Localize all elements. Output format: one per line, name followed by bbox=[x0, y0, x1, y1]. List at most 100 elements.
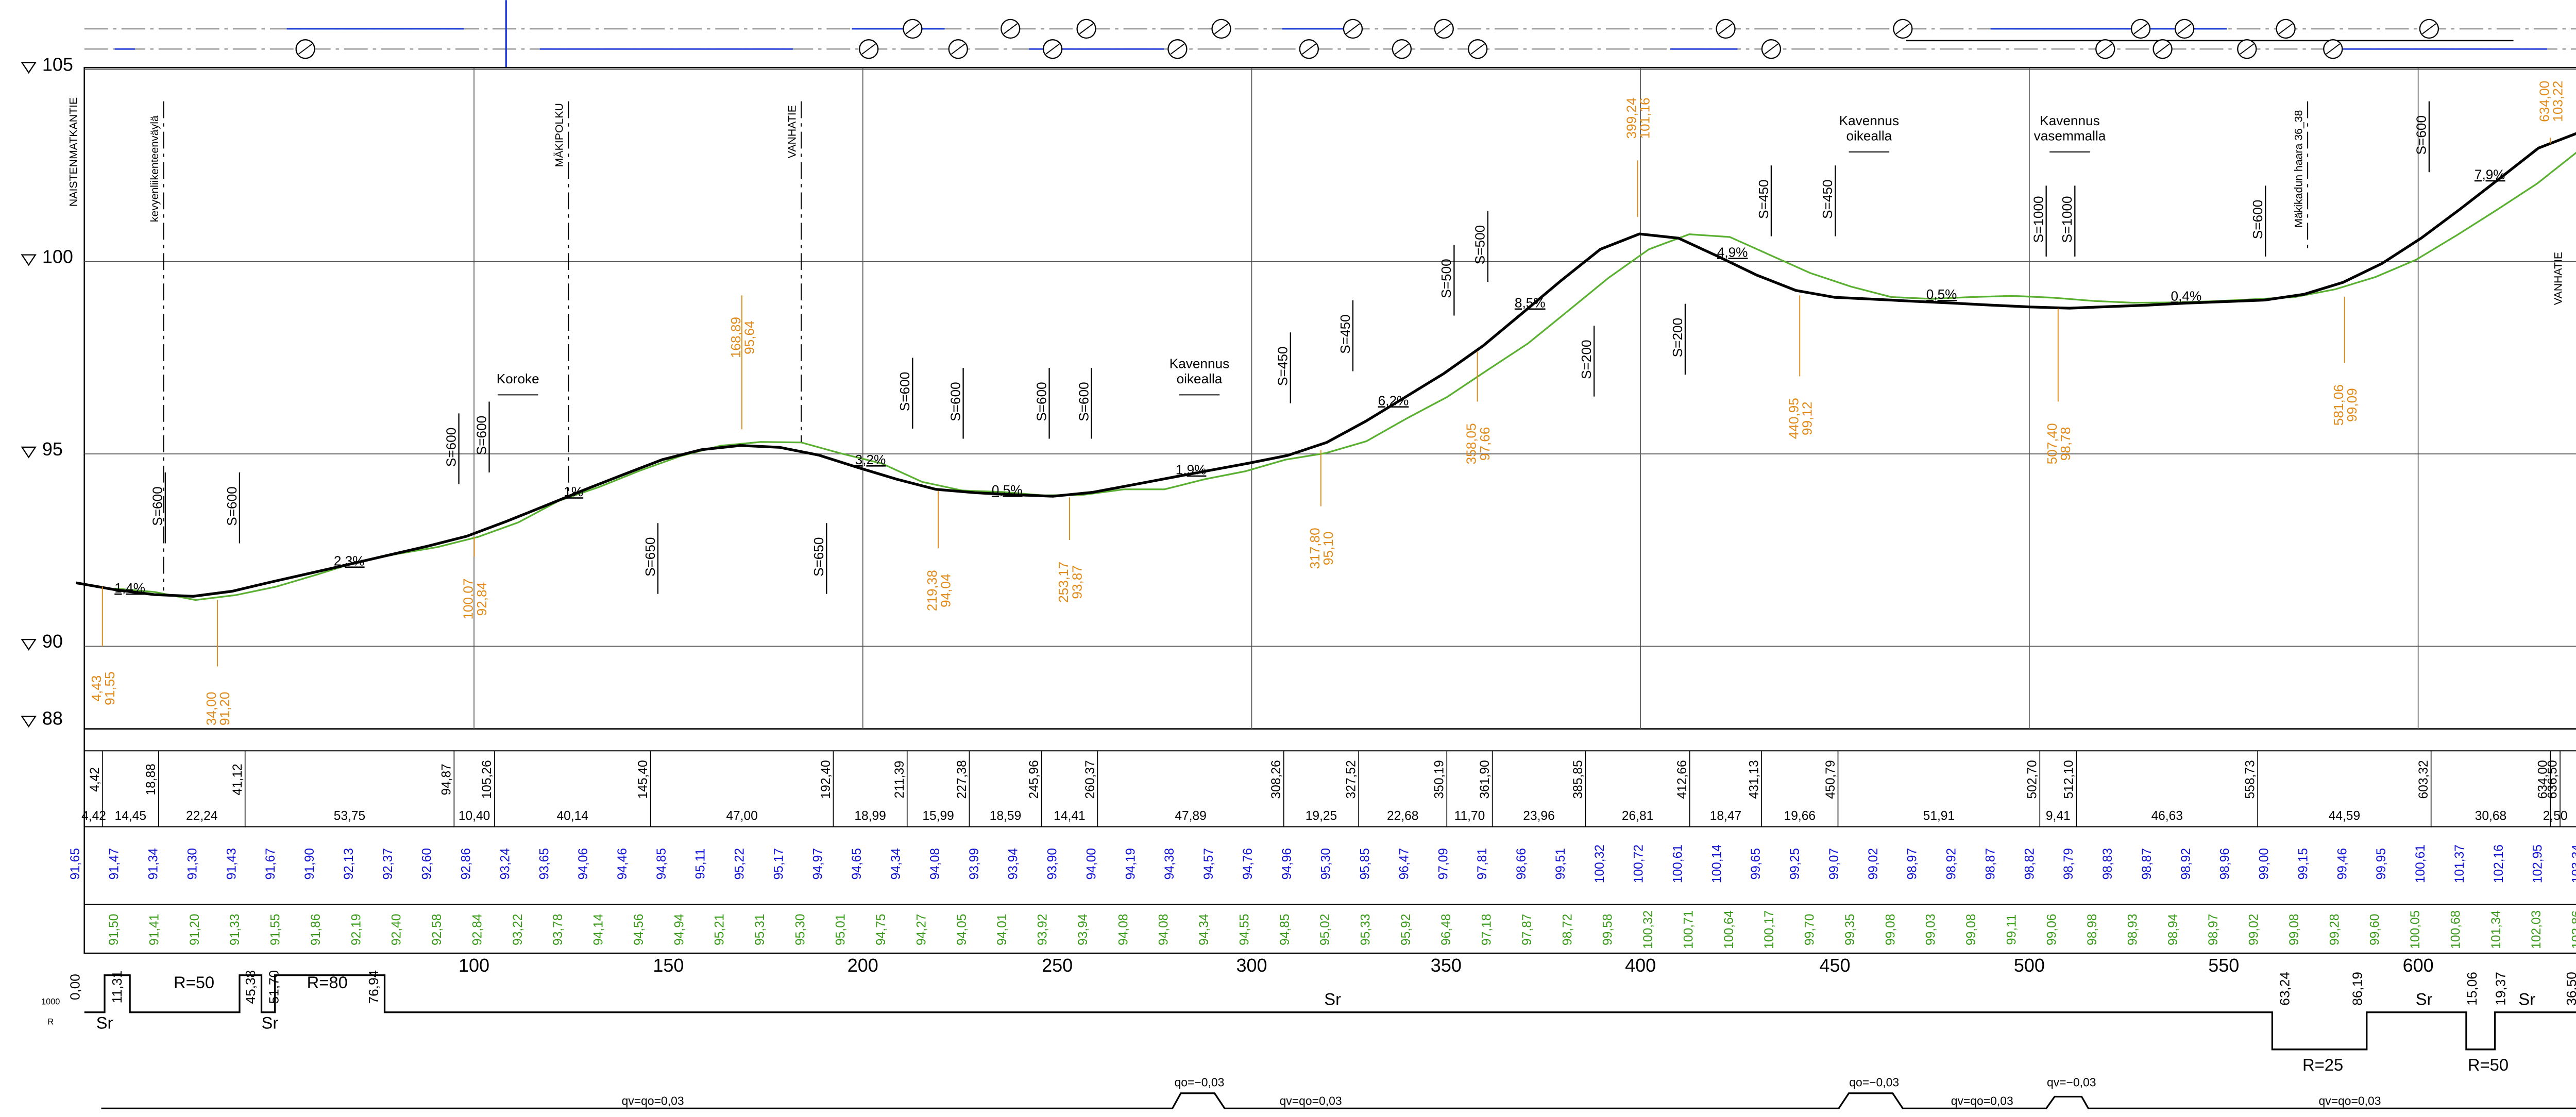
ground-elevation: 91,55 bbox=[269, 914, 283, 945]
hatch bbox=[2098, 43, 2112, 55]
segment-length: 46,63 bbox=[2151, 809, 2182, 823]
cross-slope: qv=qo=0,03 bbox=[2319, 1094, 2381, 1107]
ground-elevation: 98,94 bbox=[2166, 914, 2180, 945]
design-elevation: 103,34 bbox=[2570, 844, 2576, 883]
vertical-curve: S=650 bbox=[642, 537, 658, 576]
station-label: 150 bbox=[653, 955, 684, 976]
point-elevation: 94,04 bbox=[938, 573, 953, 607]
point-station: 168,89 bbox=[728, 317, 743, 358]
design-elevation: 99,25 bbox=[1788, 848, 1802, 879]
hatch bbox=[951, 43, 965, 55]
point-station: 634,00 bbox=[2536, 81, 2552, 122]
design-elevation: 94,19 bbox=[1124, 848, 1138, 879]
segment-length: 26,81 bbox=[1622, 809, 1653, 823]
vertical-curve: S=600 bbox=[2250, 200, 2265, 239]
datum-triangle bbox=[21, 254, 37, 266]
upper-station: 145,40 bbox=[636, 760, 650, 799]
ground-elevation: 95,02 bbox=[1318, 914, 1332, 945]
station-label: 600 bbox=[2403, 955, 2434, 976]
hatch bbox=[1302, 43, 1316, 55]
design-elevation: 94,38 bbox=[1163, 848, 1177, 879]
cross-slope: qv=qo=0,03 bbox=[1951, 1094, 2013, 1107]
design-elevation: 91,34 bbox=[147, 848, 161, 879]
note: oikealla bbox=[1846, 128, 1892, 143]
vertical-curve: S=600 bbox=[150, 486, 165, 526]
station-label: 100 bbox=[459, 955, 489, 976]
ground-elevation: 94,75 bbox=[874, 914, 888, 945]
upper-station: 227,38 bbox=[955, 760, 969, 799]
cross-slope: qv=qo=0,03 bbox=[1280, 1094, 1342, 1107]
design-elevation: 100,32 bbox=[1593, 844, 1607, 883]
segment-length: 14,45 bbox=[115, 809, 146, 823]
cross-slope-diagram bbox=[101, 1092, 2576, 1110]
curvature-diagram bbox=[84, 974, 2576, 1051]
grade-label: 3,2% bbox=[855, 452, 886, 467]
design-elevation: 94,96 bbox=[1280, 848, 1294, 879]
ground-elevation-line bbox=[114, 151, 2576, 601]
design-elevation: 91,90 bbox=[303, 848, 317, 879]
upper-station: 308,26 bbox=[1269, 760, 1283, 799]
curvature-station: 63,24 bbox=[2277, 972, 2293, 1006]
datum-triangle bbox=[21, 446, 37, 459]
upper-station: 361,90 bbox=[1478, 760, 1492, 799]
curvature-label: R bbox=[47, 1018, 54, 1027]
design-elevation: 98,83 bbox=[2101, 848, 2115, 879]
ground-elevation: 94,94 bbox=[672, 914, 686, 945]
ground-elevation: 99,60 bbox=[2368, 914, 2382, 945]
content: 105 100 95 90 88 100 150 200 250 300 350 400 450 500 5… bbox=[21, 54, 2576, 1107]
upper-station: 412,66 bbox=[1675, 760, 1689, 799]
ground-elevation: 99,58 bbox=[1601, 914, 1615, 945]
ground-elevation: 100,68 bbox=[2449, 910, 2463, 949]
point-elevation: 101,16 bbox=[1637, 97, 1653, 139]
hatch bbox=[1764, 43, 1778, 55]
vertical-curve: S=450 bbox=[1820, 179, 1835, 218]
cross-slope: qv=qo=0,03 bbox=[622, 1094, 684, 1107]
ground-elevation: 95,21 bbox=[713, 914, 727, 945]
design-elevation: 92,86 bbox=[460, 848, 473, 879]
grade-label: 2,3% bbox=[334, 553, 365, 568]
design-elevation: 99,07 bbox=[1827, 848, 1841, 879]
design-elevation: 94,06 bbox=[577, 848, 590, 879]
vertical-curve: S=600 bbox=[947, 382, 963, 421]
ground-elevation: 98,93 bbox=[2126, 914, 2140, 945]
upper-station: 94,87 bbox=[440, 764, 454, 795]
ground-elevation: 94,08 bbox=[1157, 914, 1171, 945]
elevation-label: 100 bbox=[42, 246, 73, 267]
segment-length: 4,42 bbox=[81, 809, 106, 823]
ground-elevation: 95,01 bbox=[834, 914, 848, 945]
grade-label: 1% bbox=[564, 484, 583, 499]
curvature-label: R=50 bbox=[174, 973, 214, 992]
hatch bbox=[1395, 43, 1409, 55]
point-elevation: 98,78 bbox=[2058, 427, 2073, 461]
hatch bbox=[1045, 43, 1060, 55]
design-elevation: 93,90 bbox=[1046, 848, 1060, 879]
point-station: 317,80 bbox=[1307, 528, 1323, 569]
elevation-label: 105 bbox=[42, 54, 73, 75]
vertical-curve: S=600 bbox=[2414, 115, 2429, 155]
hatch bbox=[905, 23, 920, 35]
upper-station: 4,42 bbox=[88, 767, 102, 792]
design-elevation: 94,65 bbox=[850, 848, 864, 879]
segment-length: 19,66 bbox=[1784, 809, 1816, 823]
design-elevation: 98,66 bbox=[1515, 848, 1529, 879]
station-label: 450 bbox=[1820, 955, 1851, 976]
point-station: 507,40 bbox=[2044, 423, 2060, 464]
design-elevation: 99,15 bbox=[2296, 848, 2310, 879]
curvature-label: R=25 bbox=[2302, 1055, 2343, 1074]
ground-elevation: 100,32 bbox=[1641, 910, 1655, 949]
upper-station: 450,79 bbox=[1824, 760, 1838, 799]
hatch bbox=[1170, 43, 1185, 55]
hatch bbox=[1079, 23, 1094, 35]
vertical-curve: S=450 bbox=[1756, 179, 1771, 218]
design-elevation: 94,08 bbox=[928, 848, 942, 879]
hatch bbox=[1718, 23, 1733, 35]
point-elevation: 91,20 bbox=[217, 692, 232, 726]
point-elevation: 93,87 bbox=[1069, 565, 1084, 599]
upper-station: 634,00 bbox=[2536, 760, 2550, 799]
point-station: 581,06 bbox=[2331, 384, 2346, 426]
design-elevation: 100,61 bbox=[2414, 844, 2428, 883]
ground-elevation: 102,86 bbox=[2570, 910, 2576, 949]
ground-elevation: 102,03 bbox=[2530, 910, 2544, 949]
ground-elevation: 99,35 bbox=[1843, 914, 1857, 945]
point-elevation: 97,66 bbox=[1477, 427, 1493, 461]
